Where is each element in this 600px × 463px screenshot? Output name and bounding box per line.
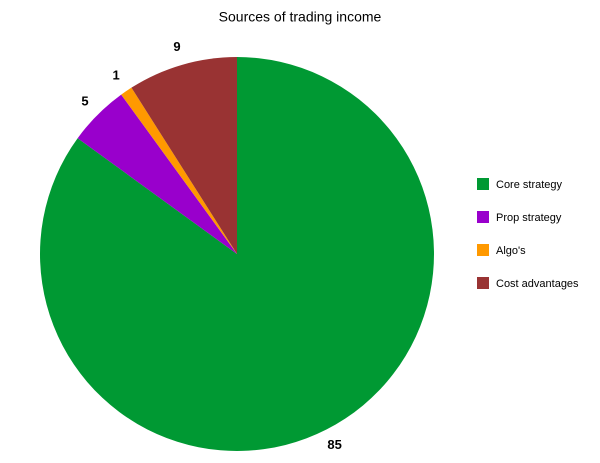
value-label: 85 [327,437,341,452]
pie-slice [39,57,435,451]
legend-label: Core strategy [496,179,563,191]
legend-swatch [477,277,489,289]
legend-swatch [477,178,489,190]
pie-slice [77,94,237,254]
legend-label: Algo's [496,245,526,257]
chart-title: Sources of trading income [219,9,382,25]
legend-swatch [477,244,489,256]
legend-swatch [477,211,489,223]
value-label: 5 [81,93,88,108]
value-label: 9 [173,39,180,54]
pie-slice [121,87,237,255]
legend-label: Prop strategy [496,212,562,224]
legend-label: Cost advantages [496,278,579,290]
pie-slice [131,57,237,254]
value-label: 1 [113,68,120,83]
